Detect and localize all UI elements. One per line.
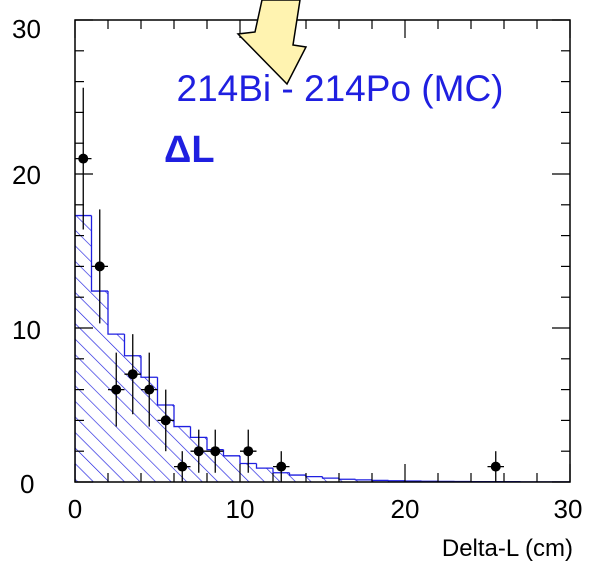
data-points xyxy=(75,87,504,482)
x-tick-label-10: 10 xyxy=(226,494,255,524)
data-point-marker xyxy=(160,415,171,426)
data-point xyxy=(141,352,158,427)
data-point-marker xyxy=(276,461,287,472)
data-point xyxy=(75,87,92,230)
mc-histogram-bin xyxy=(272,468,290,474)
mc-histogram-bin xyxy=(338,478,356,480)
data-point xyxy=(190,429,207,473)
data-point xyxy=(207,429,224,473)
mc-histogram-bin xyxy=(173,405,191,428)
data-point xyxy=(108,352,125,427)
data-point xyxy=(157,389,174,452)
data-point-marker xyxy=(243,446,254,457)
mc-histogram-bin xyxy=(107,291,125,335)
mc-histogram-bin xyxy=(156,377,174,406)
data-point-marker xyxy=(210,446,221,457)
x-axis-title: Delta-L (cm) xyxy=(442,535,573,562)
delta-l-annotation: ΔL xyxy=(164,129,215,171)
mc-histogram-bin xyxy=(371,479,389,482)
data-point-marker xyxy=(193,446,204,457)
data-point xyxy=(91,209,108,324)
data-point xyxy=(273,451,290,482)
mc-histogram-bin xyxy=(288,472,306,476)
plot-frame xyxy=(74,19,571,483)
mc-histogram-bin xyxy=(222,449,240,457)
data-point-marker xyxy=(490,461,501,472)
mc-histogram xyxy=(75,214,570,482)
data-point xyxy=(174,451,191,482)
mc-histogram-bin xyxy=(123,334,141,357)
data-point-marker xyxy=(94,261,105,272)
mc-histogram-fill xyxy=(75,215,570,482)
x-tick-label-20: 20 xyxy=(391,494,420,524)
data-point xyxy=(487,451,504,482)
y-tick-label-0: 0 xyxy=(20,469,34,499)
y-tick-label-10: 10 xyxy=(12,315,41,345)
mc-histogram-bin xyxy=(255,463,273,469)
x-tick-label-0: 0 xyxy=(68,494,82,524)
data-point-marker xyxy=(127,369,138,380)
data-point xyxy=(124,334,141,415)
mc-histogram-bin xyxy=(321,476,339,479)
arrow-marker xyxy=(236,0,308,86)
data-point xyxy=(240,429,257,473)
y-tick-label-20: 20 xyxy=(12,160,41,190)
x-tick-label-30: 30 xyxy=(554,494,583,524)
data-point-marker xyxy=(111,384,122,395)
data-point-marker xyxy=(78,153,89,164)
mc-histogram-bin xyxy=(305,475,323,478)
mc-histogram-bin xyxy=(189,426,207,438)
mc-histogram-bin xyxy=(140,355,158,378)
mc-histogram-bin xyxy=(90,215,108,292)
data-point-marker xyxy=(177,461,188,472)
data-point-marker xyxy=(144,384,155,395)
mc-annotation: 214Bi - 214Po (MC) xyxy=(177,68,504,109)
mc-histogram-bin xyxy=(239,455,257,465)
mc-histogram-bin xyxy=(75,214,92,482)
y-tick-label-30: 30 xyxy=(12,14,41,44)
mc-histogram-bin xyxy=(354,479,372,481)
